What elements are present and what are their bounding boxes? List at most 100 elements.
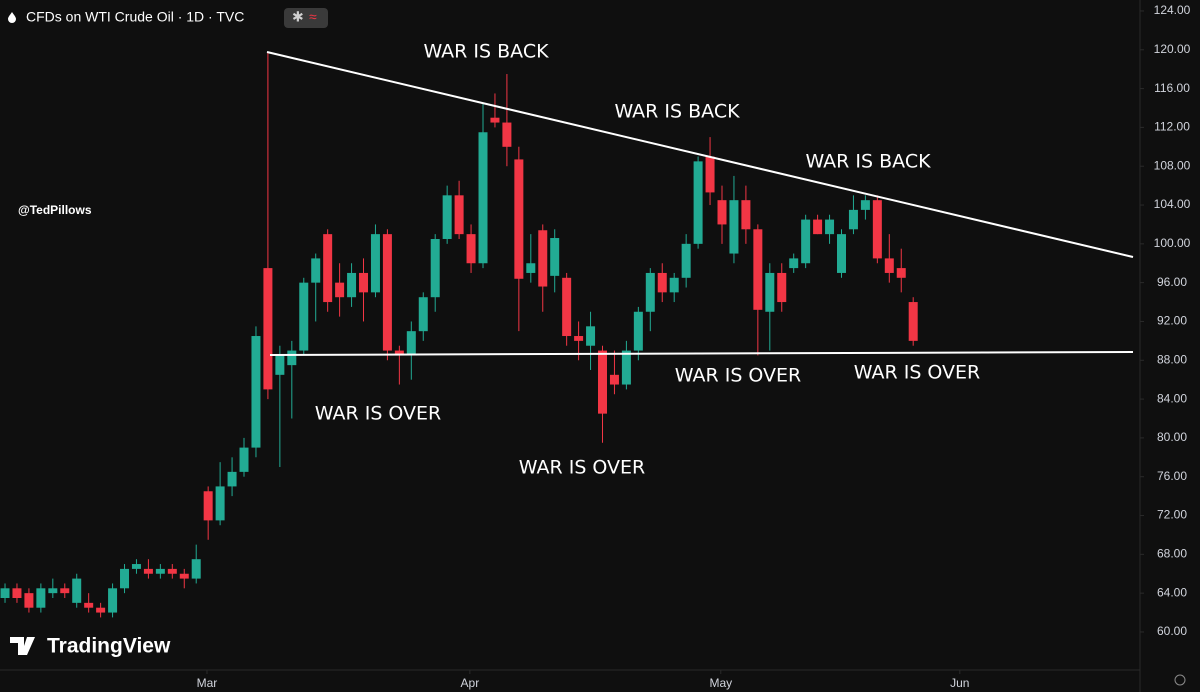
candle-body [287, 350, 297, 366]
candle-body [777, 272, 787, 303]
candle-body [203, 491, 213, 521]
candle-body [215, 486, 225, 521]
candle-body [227, 471, 237, 487]
candle-body [574, 336, 584, 341]
candle-body [84, 602, 94, 608]
candle-body [418, 297, 428, 332]
y-tick-label: 64.00 [1157, 585, 1187, 599]
annotation: WAR IS OVER [854, 362, 981, 384]
symbol-icon [8, 12, 16, 23]
candle-body [430, 238, 440, 298]
x-tick-label: Mar [197, 676, 218, 690]
candle-body [263, 268, 273, 390]
candle-body [860, 200, 870, 210]
candle-body [370, 234, 380, 293]
candle-body [299, 282, 309, 351]
candle-body [466, 234, 476, 264]
candle-body [705, 156, 715, 193]
badge-icon: ✱ [292, 9, 304, 25]
candle-body [609, 374, 619, 385]
y-tick-label: 60.00 [1157, 624, 1187, 638]
candle-body [143, 568, 153, 574]
brand-logo [10, 637, 35, 655]
candle-body [0, 588, 10, 599]
candle-body [657, 272, 667, 293]
candle-body [514, 159, 524, 279]
resistance-trendline [266, 51, 1134, 258]
status-badge [284, 8, 328, 28]
candles [0, 51, 918, 618]
y-tick-label: 116.00 [1154, 81, 1190, 95]
candle-body [729, 200, 739, 254]
y-tick-label: 84.00 [1157, 391, 1187, 405]
candle-body [669, 277, 679, 293]
candle-body [335, 282, 345, 298]
y-tick-label: 104.00 [1154, 197, 1191, 211]
candle-body [359, 272, 369, 293]
candle-body [621, 350, 631, 385]
y-tick-label: 68.00 [1157, 547, 1187, 561]
annotation: WAR IS OVER [315, 403, 442, 425]
candle-body [48, 588, 58, 594]
settings-icon[interactable] [1174, 674, 1186, 686]
candle-body [347, 272, 357, 298]
candle-body [717, 200, 727, 225]
chart-title: CFDs on WTI Crude Oil · 1D · TVC [26, 9, 244, 25]
brand-name: TradingView [47, 635, 171, 658]
candle-body [382, 234, 392, 351]
candle-body [562, 277, 572, 337]
candle-body [502, 122, 512, 147]
y-tick-label: 88.00 [1157, 352, 1187, 366]
candle-body [251, 336, 261, 448]
candle-body [490, 117, 500, 123]
candle-body [191, 559, 201, 579]
annotation: WAR IS OVER [675, 365, 802, 387]
candle-body [323, 234, 333, 303]
x-tick-label: May [709, 676, 732, 690]
candle-body [454, 195, 464, 235]
badge-icon: ≈ [309, 9, 317, 25]
candle-body [442, 195, 452, 239]
watermark: @TedPillows [18, 203, 92, 217]
candle-body [836, 234, 846, 273]
candle-body [179, 573, 189, 579]
candle-body [645, 272, 655, 312]
candle-body [872, 200, 882, 259]
annotation: WAR IS BACK [423, 41, 549, 63]
candle-body [825, 219, 835, 235]
candle-body [167, 568, 177, 574]
candle-body [60, 588, 70, 594]
y-tick-label: 76.00 [1157, 469, 1187, 483]
candle-body [131, 564, 141, 569]
y-tick-label: 100.00 [1154, 236, 1191, 250]
y-tick-label: 108.00 [1154, 158, 1191, 172]
candle-body [24, 593, 34, 608]
candle-body [96, 607, 106, 613]
candle-body [72, 578, 82, 603]
y-tick-label: 124.00 [1154, 3, 1191, 17]
y-tick-label: 80.00 [1157, 430, 1187, 444]
candle-body [586, 326, 596, 346]
candle-body [406, 331, 416, 356]
candle-body [896, 268, 906, 278]
x-tick-label: Apr [461, 676, 480, 690]
annotation: WAR IS OVER [519, 457, 646, 479]
candle-body [801, 219, 811, 264]
y-tick-label: 96.00 [1157, 275, 1187, 289]
candle-body [693, 161, 703, 244]
candle-body [275, 355, 285, 375]
candle-body [789, 258, 799, 269]
candle-body [526, 263, 536, 273]
annotation: WAR IS BACK [614, 101, 740, 123]
y-tick-label: 72.00 [1157, 508, 1187, 522]
candle-body [239, 447, 249, 472]
candle-body [120, 568, 130, 589]
candle-body [765, 272, 775, 312]
candle-body [848, 209, 858, 230]
candle-body [633, 311, 643, 351]
candle-body [741, 200, 751, 230]
candle-body [36, 588, 46, 608]
candle-body [311, 258, 321, 283]
